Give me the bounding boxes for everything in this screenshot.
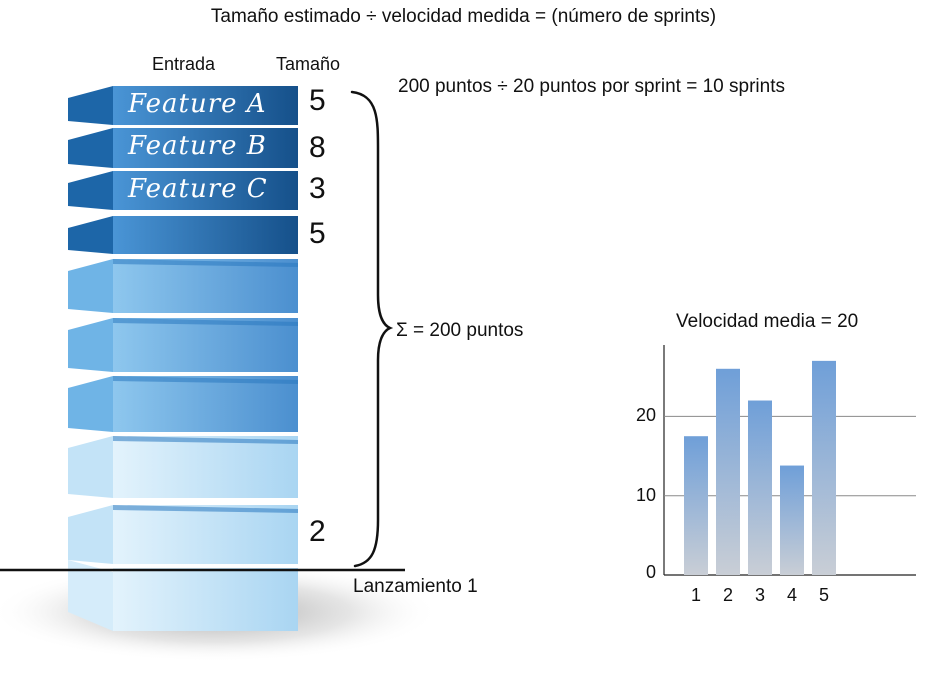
backlog-item-9 xyxy=(68,505,298,564)
sum-label: Σ = 200 puntos xyxy=(396,320,524,341)
backlog-item-4 xyxy=(68,216,298,254)
item-side-face xyxy=(68,86,113,125)
item-top-edge xyxy=(113,259,298,267)
item-front-face xyxy=(113,505,298,564)
chart-x-tick-2: 2 xyxy=(722,585,733,605)
chart-y-tick-0: 0 xyxy=(645,562,656,582)
chart-bar-5 xyxy=(812,360,836,575)
item-front-face xyxy=(113,86,298,125)
backlog-item-6 xyxy=(68,318,298,372)
chart-x-tick-4: 4 xyxy=(786,585,797,605)
stack-base-block xyxy=(113,568,298,631)
item-front-face xyxy=(113,318,298,372)
feature-size-3: 3 xyxy=(309,172,326,205)
backlog-item-2 xyxy=(68,128,298,168)
chart-y-tick-20: 20 xyxy=(635,405,656,426)
item-front-face xyxy=(113,436,298,498)
item-top-edge xyxy=(113,318,298,326)
item-front-face xyxy=(113,171,298,210)
item-side-face xyxy=(68,216,113,254)
item-side-face xyxy=(68,171,113,210)
item-top-edge xyxy=(113,436,298,444)
chart-x-tick-3: 3 xyxy=(754,585,765,605)
item-front-face xyxy=(113,376,298,432)
feature-size-2: 8 xyxy=(309,131,326,164)
backlog-stack xyxy=(68,86,298,631)
feature-label-2: Feature B xyxy=(128,131,267,161)
chart-bar-3 xyxy=(748,400,772,575)
backlog-item-1 xyxy=(68,86,298,125)
formula-text: 200 puntos ÷ 20 puntos por sprint = 10 s… xyxy=(398,76,785,97)
item-side-face xyxy=(68,318,113,372)
item-side-face xyxy=(68,128,113,168)
header-tamano: Tamaño xyxy=(276,54,341,74)
feature-label-1: Feature A xyxy=(128,88,267,119)
release-label: Lanzamiento 1 xyxy=(353,576,478,597)
chart-x-tick-1: 1 xyxy=(690,585,701,605)
feature-label-3: Feature C xyxy=(128,173,268,204)
item-side-face xyxy=(68,376,113,432)
feature-size-9: 2 xyxy=(309,515,326,548)
item-side-face xyxy=(68,259,113,313)
chart-x-tick-5: 5 xyxy=(818,585,829,605)
item-side-face xyxy=(68,505,113,564)
chart-y-tick-10: 10 xyxy=(635,484,656,505)
sum-brace xyxy=(350,90,394,568)
item-front-face xyxy=(113,216,298,254)
diagram-title: Tamaño estimado ÷ velocidad medida = (nú… xyxy=(210,6,717,27)
item-top-edge xyxy=(113,505,298,513)
chart-bar-2 xyxy=(716,368,740,575)
stack-base-side xyxy=(68,560,113,631)
item-side-face xyxy=(68,436,113,498)
backlog-item-5 xyxy=(68,259,298,313)
feature-size-4: 5 xyxy=(309,217,326,250)
chart-bar-1 xyxy=(684,436,708,575)
chart-bar-4 xyxy=(780,465,804,575)
item-top-edge xyxy=(113,376,298,384)
header-entrada: Entrada xyxy=(152,54,216,74)
backlog-item-7 xyxy=(68,376,298,432)
item-front-face xyxy=(113,128,298,168)
feature-size-1: 5 xyxy=(309,84,326,117)
backlog-item-3 xyxy=(68,171,298,210)
velocity-chart xyxy=(663,345,916,576)
backlog-item-8 xyxy=(68,436,298,498)
item-front-face xyxy=(113,259,298,313)
chart-title: Velocidad media = 20 xyxy=(676,311,859,332)
